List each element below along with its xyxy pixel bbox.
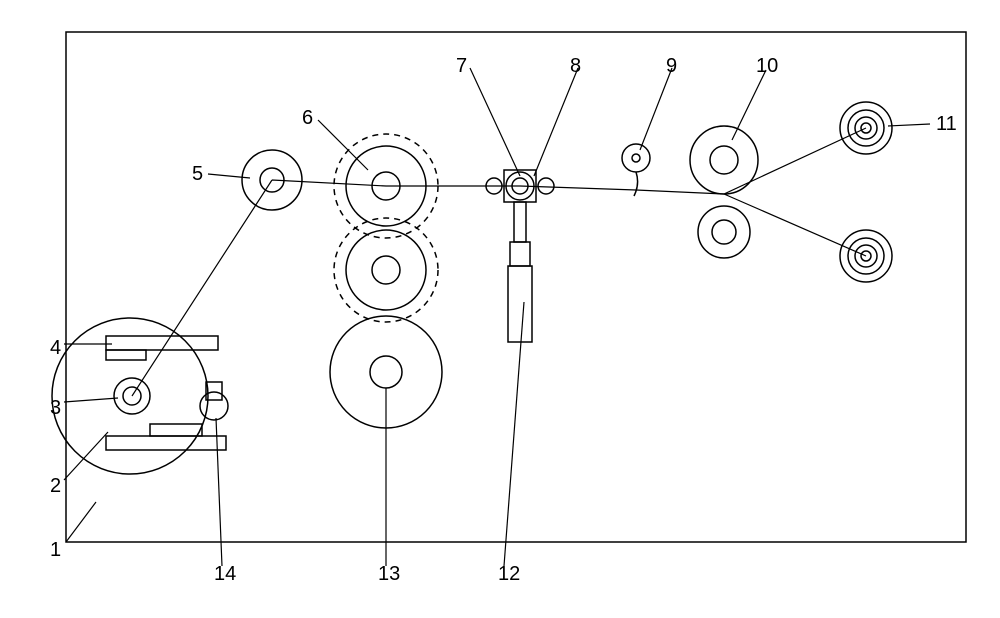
label-l5: 5: [192, 163, 203, 185]
leader-l9: [640, 68, 672, 150]
sensor-9-ring: [622, 144, 650, 172]
roller-13-inner: [370, 356, 402, 388]
web-path: [132, 128, 866, 396]
label-l10: 10: [756, 55, 778, 77]
cam-14: [200, 392, 228, 420]
label-l2: 2: [50, 475, 61, 497]
label-l11: 11: [936, 113, 957, 135]
leader-l14: [216, 418, 222, 566]
diagram-root: 1234567891011121314: [0, 0, 1000, 618]
roller-10-1-inner: [712, 220, 736, 244]
label-l8: 8: [570, 55, 581, 77]
feeder-top-bar2: [106, 350, 146, 360]
leader-l6: [318, 120, 368, 170]
leader-l7: [470, 68, 520, 176]
handle-stem-2: [510, 242, 530, 266]
guide-7-right: [538, 178, 554, 194]
leader-l3: [64, 398, 118, 402]
sensor-9-tail: [634, 172, 638, 196]
feeder-top-bar: [106, 336, 218, 350]
feeder-bottom-bar: [106, 436, 226, 450]
handle-stem-1: [514, 202, 526, 242]
roller-10-0-outer: [690, 126, 758, 194]
label-l13: 13: [378, 563, 400, 585]
main-frame: [66, 32, 966, 542]
label-l3: 3: [50, 397, 61, 419]
leader-l11: [888, 124, 930, 126]
roller-6-1-inner: [372, 256, 400, 284]
label-l9: 9: [666, 55, 677, 77]
leader-l1: [66, 502, 96, 542]
roller-10-0-inner: [710, 146, 738, 174]
roller-10-1-outer: [698, 206, 750, 258]
sensor-9-dot: [632, 154, 640, 162]
feeder-bottom-bar2: [150, 424, 202, 436]
leader-l8: [534, 68, 578, 176]
label-l1: 1: [50, 539, 61, 561]
handle-grip: [508, 266, 532, 342]
leader-l10: [732, 70, 766, 140]
leader-l5: [208, 174, 250, 178]
roller-6-1-outer: [346, 230, 426, 310]
leader-l2: [64, 432, 108, 480]
roller-6-1-dashed: [334, 218, 438, 322]
label-l12: 12: [498, 563, 520, 585]
label-l6: 6: [302, 107, 313, 129]
label-l7: 7: [456, 55, 467, 77]
label-l14: 14: [214, 563, 236, 585]
label-l4: 4: [50, 337, 61, 359]
